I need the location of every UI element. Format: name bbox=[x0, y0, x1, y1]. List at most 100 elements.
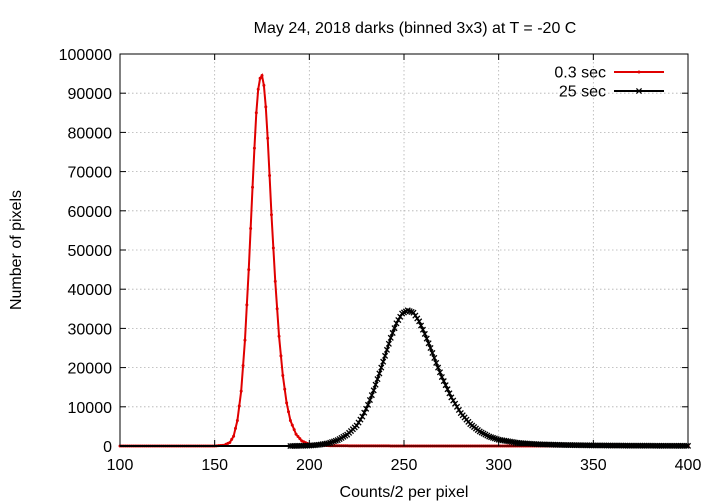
data-point bbox=[235, 419, 239, 423]
data-point bbox=[376, 370, 383, 377]
data-point bbox=[233, 426, 237, 430]
data-point bbox=[431, 354, 438, 361]
data-point bbox=[254, 111, 258, 115]
data-point bbox=[357, 416, 364, 423]
data-point bbox=[455, 406, 462, 413]
data-point bbox=[448, 394, 455, 401]
data-point bbox=[353, 422, 360, 429]
data-point bbox=[364, 401, 372, 408]
data-point bbox=[366, 396, 373, 404]
data-point bbox=[266, 136, 270, 140]
data-point bbox=[435, 364, 442, 371]
data-point bbox=[264, 105, 268, 109]
data-point bbox=[372, 381, 379, 388]
y-tick-label: 0 bbox=[103, 439, 112, 456]
data-point bbox=[279, 354, 283, 358]
data-point bbox=[332, 437, 339, 444]
data-point bbox=[383, 346, 391, 353]
data-point bbox=[446, 390, 453, 397]
x-tick-label: 400 bbox=[675, 457, 702, 474]
data-point bbox=[488, 434, 495, 441]
data-point bbox=[387, 334, 394, 341]
data-point bbox=[491, 435, 498, 442]
data-point bbox=[489, 434, 497, 441]
data-point bbox=[269, 213, 273, 217]
data-point bbox=[258, 76, 262, 80]
legend-marker bbox=[637, 70, 641, 74]
data-point bbox=[368, 392, 375, 399]
data-point bbox=[427, 344, 434, 352]
data-point bbox=[271, 246, 275, 250]
data-point bbox=[327, 439, 334, 446]
data-point bbox=[298, 437, 302, 441]
y-tick-label: 90000 bbox=[68, 86, 113, 103]
data-point bbox=[288, 419, 292, 423]
data-point bbox=[245, 303, 249, 307]
x-tick-label: 150 bbox=[201, 457, 228, 474]
data-point bbox=[382, 352, 389, 359]
data-point bbox=[228, 440, 232, 444]
data-point bbox=[429, 349, 436, 357]
series-layer bbox=[118, 73, 692, 450]
data-point bbox=[260, 74, 264, 78]
x-tick-label: 200 bbox=[296, 457, 323, 474]
data-point bbox=[363, 405, 370, 412]
axis-ticks: 0 10000 20000 30000 40000 50000 60000 70000 8000… bbox=[59, 47, 702, 474]
data-point bbox=[256, 87, 260, 91]
data-point bbox=[239, 389, 243, 393]
y-tick-label: 20000 bbox=[68, 361, 113, 378]
data-point bbox=[232, 434, 236, 438]
data-point bbox=[442, 382, 449, 389]
data-point bbox=[243, 338, 247, 342]
legend: 0.3 sec 25 sec bbox=[554, 65, 664, 101]
data-point bbox=[425, 340, 432, 347]
y-tick-label: 70000 bbox=[68, 165, 113, 182]
data-point bbox=[237, 404, 241, 408]
data-point bbox=[436, 369, 444, 376]
data-point bbox=[275, 307, 279, 311]
data-point bbox=[247, 268, 251, 272]
data-point bbox=[423, 335, 430, 342]
y-axis-label: Number of pixels bbox=[8, 190, 25, 310]
data-point bbox=[249, 226, 253, 230]
y-tick-label: 100000 bbox=[59, 47, 112, 64]
data-point bbox=[361, 409, 368, 416]
data-point bbox=[416, 318, 423, 325]
data-point bbox=[328, 438, 336, 446]
data-point bbox=[268, 174, 272, 178]
data-point bbox=[285, 401, 289, 405]
data-point bbox=[389, 329, 396, 337]
data-point bbox=[440, 378, 447, 385]
data-point bbox=[262, 83, 266, 87]
y-tick-label: 40000 bbox=[68, 282, 113, 299]
data-point bbox=[453, 403, 461, 410]
data-point bbox=[391, 325, 398, 332]
y-tick-label: 50000 bbox=[68, 243, 113, 260]
data-point bbox=[412, 312, 419, 319]
data-point bbox=[359, 413, 366, 420]
data-point bbox=[292, 428, 296, 432]
y-tick-label: 30000 bbox=[68, 321, 113, 338]
data-point bbox=[283, 387, 287, 391]
y-tick-label: 80000 bbox=[68, 125, 113, 142]
data-point bbox=[444, 386, 451, 393]
y-tick-label: 10000 bbox=[68, 400, 113, 417]
x-axis-label: Counts/2 per pixel bbox=[340, 484, 469, 501]
series-1 bbox=[120, 307, 692, 450]
data-point bbox=[374, 376, 381, 383]
data-point bbox=[433, 359, 440, 366]
data-point bbox=[419, 326, 426, 333]
x-tick-label: 100 bbox=[107, 457, 134, 474]
data-point bbox=[370, 387, 377, 394]
data-point bbox=[395, 316, 402, 324]
legend-label: 0.3 sec bbox=[554, 65, 606, 82]
data-point bbox=[294, 432, 298, 436]
data-point bbox=[486, 433, 493, 440]
data-point bbox=[252, 146, 256, 150]
data-point bbox=[414, 315, 421, 322]
data-point bbox=[230, 437, 234, 441]
data-point bbox=[281, 373, 285, 377]
legend-marker bbox=[635, 87, 643, 95]
data-point bbox=[450, 397, 457, 404]
